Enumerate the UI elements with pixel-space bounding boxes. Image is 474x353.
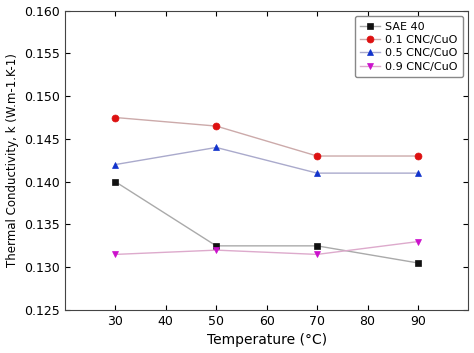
0.5 CNC/CuO bbox=[415, 171, 421, 175]
0.1 CNC/CuO bbox=[213, 124, 219, 128]
0.9 CNC/CuO bbox=[213, 248, 219, 252]
0.1 CNC/CuO bbox=[112, 115, 118, 120]
Line: 0.1 CNC/CuO: 0.1 CNC/CuO bbox=[112, 114, 421, 160]
0.9 CNC/CuO bbox=[112, 252, 118, 257]
Line: 0.5 CNC/CuO: 0.5 CNC/CuO bbox=[112, 144, 421, 176]
0.1 CNC/CuO bbox=[415, 154, 421, 158]
0.5 CNC/CuO bbox=[314, 171, 320, 175]
X-axis label: Temperature (°C): Temperature (°C) bbox=[207, 334, 327, 347]
0.9 CNC/CuO bbox=[314, 252, 320, 257]
Line: SAE 40: SAE 40 bbox=[112, 178, 421, 267]
Y-axis label: Thermal Conductivity, k (W.m-1.K-1): Thermal Conductivity, k (W.m-1.K-1) bbox=[6, 53, 18, 267]
Legend: SAE 40, 0.1 CNC/CuO, 0.5 CNC/CuO, 0.9 CNC/CuO: SAE 40, 0.1 CNC/CuO, 0.5 CNC/CuO, 0.9 CN… bbox=[355, 16, 463, 77]
Line: 0.9 CNC/CuO: 0.9 CNC/CuO bbox=[112, 238, 421, 258]
0.5 CNC/CuO bbox=[112, 162, 118, 167]
SAE 40 bbox=[213, 244, 219, 248]
SAE 40 bbox=[314, 244, 320, 248]
0.1 CNC/CuO bbox=[314, 154, 320, 158]
SAE 40 bbox=[415, 261, 421, 265]
SAE 40 bbox=[112, 180, 118, 184]
0.9 CNC/CuO bbox=[415, 239, 421, 244]
0.5 CNC/CuO bbox=[213, 145, 219, 150]
